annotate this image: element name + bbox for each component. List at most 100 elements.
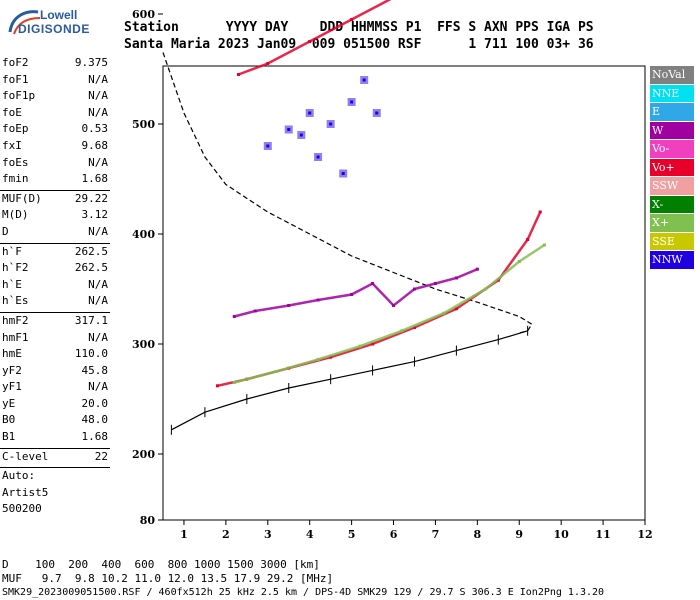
param-key: Auto: (2, 469, 36, 483)
param-row: B0 48.0 (0, 413, 110, 430)
data-point (232, 315, 236, 318)
param-key: h`F2 (2, 261, 29, 275)
data-point (350, 18, 354, 21)
param-row: foE N/A (0, 106, 110, 123)
param-row: hmE 110.0 (0, 347, 110, 364)
param-value: N/A (88, 330, 108, 344)
param-value: 1.68 (81, 430, 109, 444)
param-key: h`Es (2, 294, 29, 308)
param-key: foF2 (2, 56, 29, 69)
y-tick-label: 300 (132, 338, 155, 351)
data-point (433, 282, 437, 285)
virtual-height-trace-line (171, 330, 528, 431)
param-row: Artist5 (0, 486, 110, 503)
data-point (316, 357, 320, 361)
param-key: fxI (2, 138, 22, 152)
param-row: h`Es N/A (0, 294, 110, 311)
param-key: foEp (2, 122, 29, 136)
param-separator (0, 447, 110, 449)
legend-item-x: X- (650, 195, 694, 214)
param-key: foF1p (2, 89, 36, 103)
param-row: 500200 (0, 502, 110, 519)
y-tick-label: 200 (132, 448, 155, 461)
param-row: yF2 45.8 (0, 364, 110, 381)
parameter-list: foF2 9.375 foF1 N/A foF1p N/A foE N/A foEp 0.53 fx… (0, 56, 110, 519)
legend-item-vo: Vo+ (650, 158, 694, 177)
param-value: 45.8 (81, 363, 109, 377)
header-line-2: Santa Maria 2023 Jan09 009 051500 RSF 1 … (124, 37, 594, 52)
data-point (350, 293, 354, 296)
param-value: 48.0 (81, 413, 109, 427)
data-point (392, 304, 396, 307)
param-row: foEs N/A (0, 156, 110, 173)
footer-muf-line: MUF 9.7 9.8 10.2 11.0 12.0 13.5 17.9 29.… (2, 572, 334, 585)
param-row: foF2 9.375 (0, 56, 110, 73)
data-point (215, 384, 219, 388)
param-row: yF1 N/A (0, 380, 110, 397)
param-key: B0 (2, 413, 16, 427)
x-tick-label: 5 (348, 528, 356, 541)
header-line-1: Station YYYY DAY DDD HHMMSS P1 FFS S AXN… (124, 20, 594, 35)
param-key: M(D) (2, 208, 29, 222)
param-row: C-level 22 (0, 450, 110, 467)
nnw-echo-cluster (305, 109, 314, 117)
logo-swoosh-icon (8, 10, 41, 35)
y-tick-label: 80 (140, 514, 156, 527)
legend-item-nne: NNE (650, 84, 694, 103)
legend-item-ssw: SSW (650, 177, 694, 196)
param-value: 110.0 (74, 347, 108, 361)
x-tick-label: 12 (637, 528, 652, 541)
nnw-echo-cluster (339, 169, 348, 178)
param-value: 9.375 (74, 56, 108, 69)
data-point (371, 342, 375, 346)
data-point (316, 298, 320, 302)
param-key: MUF(D) (2, 191, 42, 205)
param-separator (0, 311, 110, 313)
param-key: Artist5 (2, 485, 49, 499)
param-row: h`E N/A (0, 278, 110, 295)
param-key: 500200 (2, 502, 42, 516)
y-tick-label: 400 (132, 228, 155, 241)
nnw-echo-cluster (372, 109, 381, 117)
param-value: N/A (88, 294, 108, 308)
data-point (371, 282, 375, 285)
data-point (358, 344, 362, 348)
x-tick-label: 4 (306, 528, 314, 541)
data-point (542, 243, 546, 247)
param-row: h`F 262.5 (0, 245, 110, 262)
nnw-echo-cluster (297, 131, 306, 139)
footer-file-info: SMK29_2023009051500.RSF / 460fx512h 25 k… (2, 587, 605, 598)
param-value: 317.1 (74, 313, 108, 327)
param-value: N/A (88, 380, 108, 394)
param-row: foF1 N/A (0, 73, 110, 90)
data-point (412, 287, 416, 291)
param-row: hmF2 317.1 (0, 314, 110, 331)
legend-item-vo: Vo- (650, 140, 694, 159)
logo-text-lowell: Lowell (40, 8, 78, 22)
param-key: yE (2, 396, 16, 410)
data-point (454, 276, 458, 280)
legend-item-nnw: NNW (650, 251, 694, 270)
param-key: fmin (2, 172, 29, 186)
data-point (308, 40, 312, 43)
param-value: N/A (88, 105, 108, 119)
legend-item-e: E (650, 103, 694, 122)
footer-distance-line: D 100 200 400 600 800 1000 1500 3000 [km… (2, 558, 320, 571)
param-row: hmF1 N/A (0, 331, 110, 348)
x-tick-label: 6 (390, 528, 398, 541)
param-row: foF1p N/A (0, 89, 110, 106)
param-row: MUF(D) 29.22 (0, 192, 110, 209)
param-value: N/A (88, 224, 108, 238)
param-key: D (2, 224, 9, 238)
param-row: B1 1.68 (0, 430, 110, 447)
legend: NoVal NNE E W Vo- Vo+ SSW X- X+ SSE NNW (650, 66, 694, 270)
data-point (253, 309, 257, 313)
data-point (484, 287, 488, 291)
data-point (232, 381, 236, 384)
y-tick-label: 500 (132, 118, 155, 131)
param-value: 0.53 (81, 122, 109, 136)
param-separator (0, 189, 110, 191)
data-point (400, 329, 404, 333)
param-key: foF1 (2, 72, 29, 86)
nnw-echo-cluster (314, 153, 323, 161)
